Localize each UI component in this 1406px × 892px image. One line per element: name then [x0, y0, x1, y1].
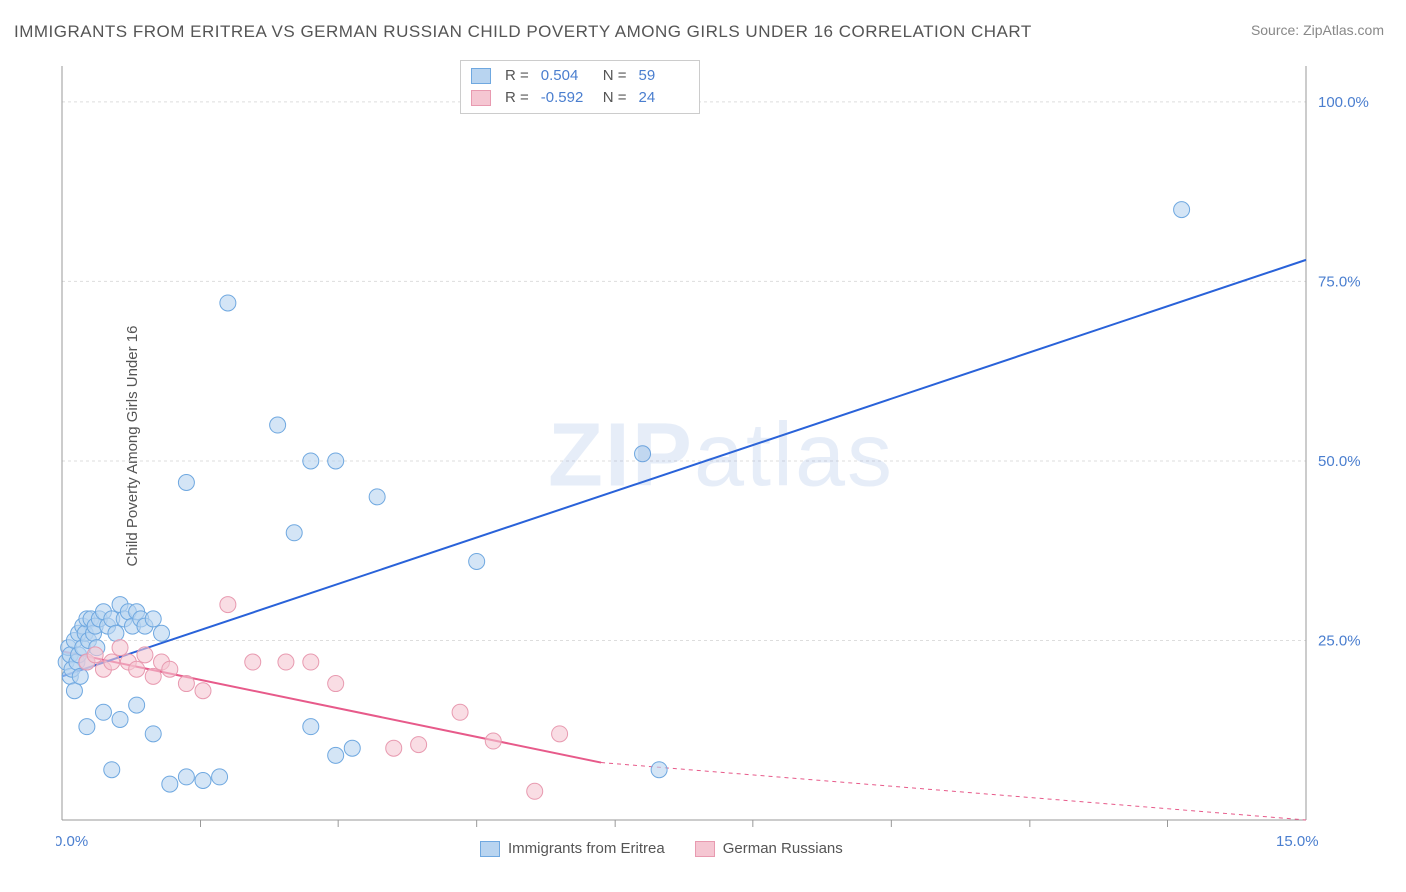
data-point	[1174, 202, 1190, 218]
data-point	[195, 773, 211, 789]
data-point	[328, 747, 344, 763]
r-value: 0.504	[541, 65, 591, 87]
data-point	[104, 762, 120, 778]
data-point	[635, 446, 651, 462]
data-point	[195, 683, 211, 699]
data-point	[145, 726, 161, 742]
correlation-legend: R = 0.504 N = 59 R = -0.592 N = 24	[460, 60, 700, 114]
swatch-blue-icon	[480, 841, 500, 857]
chart-title: IMMIGRANTS FROM ERITREA VS GERMAN RUSSIA…	[14, 22, 1032, 42]
data-point	[278, 654, 294, 670]
data-point	[220, 295, 236, 311]
data-point	[411, 737, 427, 753]
data-point	[303, 654, 319, 670]
x-tick-label: 0.0%	[56, 833, 88, 850]
data-point	[386, 740, 402, 756]
data-point	[369, 489, 385, 505]
y-tick-label: 50.0%	[1318, 453, 1361, 470]
legend-item-1: Immigrants from Eritrea	[480, 840, 665, 857]
data-point	[162, 776, 178, 792]
data-point	[108, 625, 124, 641]
data-point	[129, 697, 145, 713]
scatter-plot: 25.0% 50.0% 75.0% 100.0% 0.0% 15.0%	[56, 60, 1386, 852]
n-label: N =	[603, 87, 627, 109]
n-value: 59	[639, 65, 689, 87]
data-point	[112, 640, 128, 656]
r-label: R =	[505, 87, 529, 109]
data-point	[328, 676, 344, 692]
data-point	[104, 654, 120, 670]
data-point	[178, 474, 194, 490]
trend-line-dash	[601, 763, 1306, 820]
data-point	[162, 661, 178, 677]
data-point	[485, 733, 501, 749]
swatch-pink-icon	[471, 90, 491, 106]
data-point	[178, 676, 194, 692]
x-tick-label: 15.0%	[1276, 833, 1319, 850]
n-label: N =	[603, 65, 627, 87]
data-point	[344, 740, 360, 756]
chart-area: 25.0%50.0%75.0%100.0%0.0%15.0% ZIPatlas	[56, 60, 1386, 852]
data-point	[303, 719, 319, 735]
y-tick-label: 75.0%	[1318, 273, 1361, 290]
swatch-blue-icon	[471, 68, 491, 84]
data-point	[112, 711, 128, 727]
legend-row-1: R = 0.504 N = 59	[471, 65, 689, 87]
y-tick-label: 100.0%	[1318, 94, 1369, 111]
series1-name: Immigrants from Eritrea	[508, 840, 665, 857]
data-point	[66, 683, 82, 699]
data-point	[328, 453, 344, 469]
data-point	[220, 597, 236, 613]
data-point	[552, 726, 568, 742]
legend-row-2: R = -0.592 N = 24	[471, 87, 689, 109]
data-point	[72, 668, 88, 684]
data-point	[245, 654, 261, 670]
data-point	[145, 611, 161, 627]
n-value: 24	[639, 87, 689, 109]
data-point	[212, 769, 228, 785]
trend-line-1	[62, 260, 1306, 676]
data-point	[178, 769, 194, 785]
series-legend: Immigrants from Eritrea German Russians	[480, 840, 843, 857]
data-point	[527, 783, 543, 799]
data-point	[154, 625, 170, 641]
data-point	[270, 417, 286, 433]
data-point	[87, 647, 103, 663]
swatch-pink-icon	[695, 841, 715, 857]
data-point	[469, 553, 485, 569]
data-point	[129, 661, 145, 677]
data-point	[452, 704, 468, 720]
legend-item-2: German Russians	[695, 840, 843, 857]
data-point	[651, 762, 667, 778]
source-label: Source: ZipAtlas.com	[1251, 22, 1384, 38]
r-label: R =	[505, 65, 529, 87]
y-tick-label: 25.0%	[1318, 632, 1361, 649]
data-point	[137, 647, 153, 663]
data-point	[95, 704, 111, 720]
r-value: -0.592	[541, 87, 591, 109]
data-point	[303, 453, 319, 469]
data-point	[145, 668, 161, 684]
data-point	[286, 525, 302, 541]
data-point	[79, 719, 95, 735]
series2-name: German Russians	[723, 840, 843, 857]
